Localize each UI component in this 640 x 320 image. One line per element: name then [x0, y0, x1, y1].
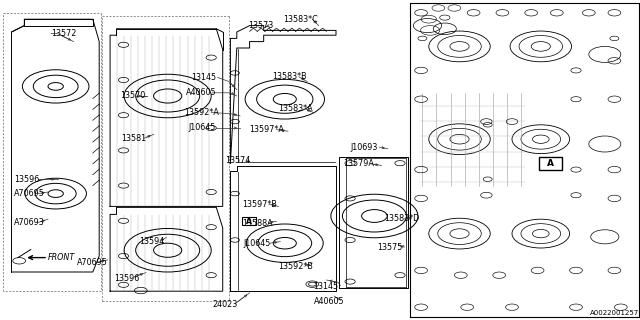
Text: 13573: 13573 [248, 21, 273, 30]
Text: 13588A: 13588A [242, 220, 273, 228]
Text: A70695: A70695 [77, 258, 108, 267]
Text: 13581: 13581 [122, 134, 147, 143]
Text: A70695: A70695 [14, 189, 45, 198]
Text: 13145: 13145 [191, 73, 216, 82]
Text: 13145: 13145 [314, 282, 339, 291]
Bar [242, 217, 256, 225]
Text: A: A [547, 159, 554, 168]
Text: FRONT: FRONT [48, 253, 76, 262]
Text: A0022001257: A0022001257 [589, 310, 639, 316]
Text: 13572: 13572 [51, 29, 77, 38]
Text: 13579A: 13579A [343, 159, 374, 168]
Text: A40605: A40605 [314, 297, 344, 306]
Text: 13594: 13594 [140, 237, 164, 246]
Text: A: A [246, 217, 252, 226]
Text: 13574: 13574 [225, 156, 250, 165]
Text: 13592*B: 13592*B [278, 262, 312, 271]
Text: J10645: J10645 [189, 124, 216, 132]
Text: 13583*B: 13583*B [272, 72, 307, 81]
Text: 13570: 13570 [120, 92, 145, 100]
Text: 13597*A: 13597*A [250, 125, 284, 134]
Text: 13583*D: 13583*D [384, 214, 419, 223]
Text: 13596: 13596 [114, 274, 139, 283]
Text: 13596: 13596 [14, 175, 39, 184]
Text: 13592*A: 13592*A [184, 108, 219, 117]
Text: J10645: J10645 [243, 239, 271, 248]
Text: 13583*A: 13583*A [278, 104, 313, 113]
Text: 13575: 13575 [378, 243, 403, 252]
Text: 13597*B: 13597*B [242, 200, 276, 209]
Bar [539, 157, 562, 170]
Text: A40605: A40605 [186, 88, 216, 97]
Text: 13583*C: 13583*C [283, 15, 317, 24]
Text: A70693: A70693 [14, 218, 45, 227]
Text: J10693: J10693 [351, 143, 378, 152]
Text: 24023: 24023 [212, 300, 237, 309]
